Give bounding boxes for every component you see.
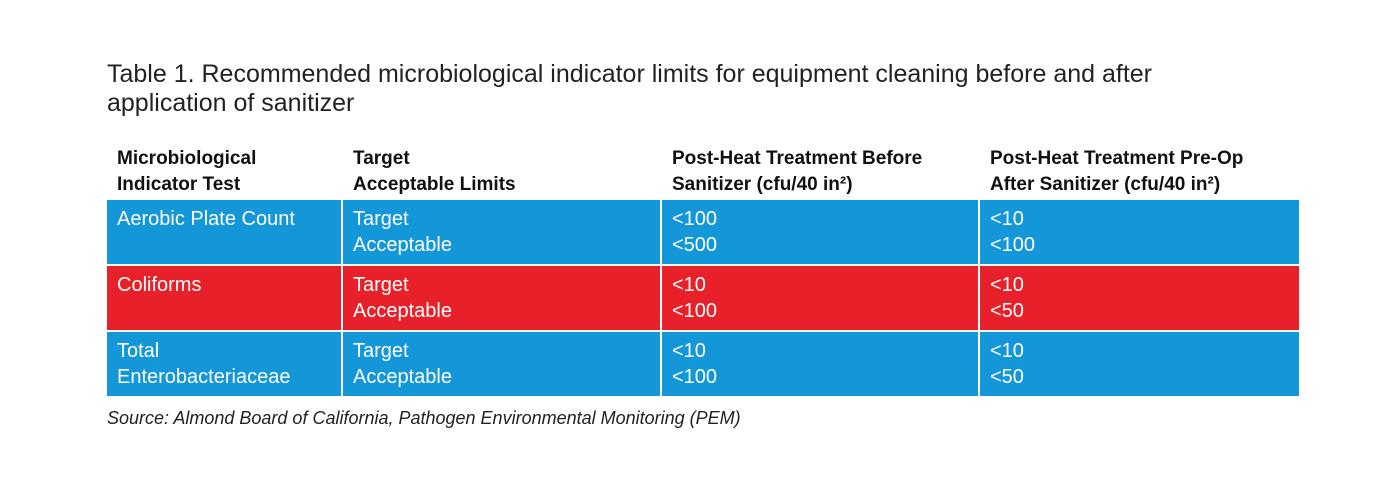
cell-line: <50	[990, 300, 1024, 322]
table-cell: <100 <500	[662, 200, 978, 264]
title-line: application of sanitizer	[107, 89, 355, 117]
cell-line: <100	[672, 366, 718, 388]
header-cell: Microbiological Indicator Test	[107, 140, 341, 200]
cell-line: Aerobic Plate Count	[117, 208, 295, 230]
header-line: Acceptable Limits	[353, 174, 516, 195]
cell-line: Acceptable	[353, 234, 452, 256]
header-cell: Post-Heat Treatment Pre-Op After Sanitize…	[980, 140, 1299, 200]
cell-line: Target	[353, 208, 409, 230]
table-cell: Aerobic Plate Count	[107, 200, 341, 264]
cell-line: <10	[990, 208, 1024, 230]
table-cell: Target Acceptable	[343, 266, 660, 330]
table-cell: Target Acceptable	[343, 200, 660, 264]
source-note: Source: Almond Board of California, Path…	[107, 408, 741, 428]
table-cell: Coliforms	[107, 266, 341, 330]
header-cell: Post-Heat Treatment Before Sanitizer (cfu…	[662, 140, 978, 200]
cell-line: <10	[672, 340, 706, 362]
cell-line: Target	[353, 274, 409, 296]
header-line: Post-Heat Treatment Before	[672, 148, 923, 169]
cell-line: <50	[990, 366, 1024, 388]
cell-line: <10	[990, 274, 1024, 296]
table-cell: <10 <100	[662, 332, 978, 396]
header-line: After Sanitizer (cfu/40 in²)	[990, 174, 1221, 195]
cell-line: Total	[117, 340, 160, 362]
table-title: Table 1. Recommended microbiological ind…	[107, 60, 1152, 118]
table-cell: Total Enterobacteriaceae	[107, 332, 341, 396]
table-cell: <10 <100	[662, 266, 978, 330]
cell-line: <500	[672, 234, 718, 256]
header-cell: Target Acceptable Limits	[343, 140, 660, 200]
title-line: Table 1. Recommended microbiological ind…	[107, 60, 1152, 88]
cell-line: <10	[990, 340, 1024, 362]
header-line: Target	[353, 148, 410, 169]
header-line: Post-Heat Treatment Pre-Op	[990, 148, 1244, 169]
table-cell: <10 <50	[980, 332, 1299, 396]
cell-line: Target	[353, 340, 409, 362]
header-line: Microbiological	[117, 148, 257, 169]
header-line: Sanitizer (cfu/40 in²)	[672, 174, 853, 195]
cell-line: Coliforms	[117, 274, 202, 296]
cell-line: Enterobacteriaceae	[117, 366, 291, 388]
cell-line: <100	[672, 208, 718, 230]
cell-line: <100	[990, 234, 1036, 256]
header-line: Indicator Test	[117, 174, 241, 195]
cell-line: <100	[672, 300, 718, 322]
table-cell: Target Acceptable	[343, 332, 660, 396]
cell-line: <10	[672, 274, 706, 296]
table-cell: <10 <100	[980, 200, 1299, 264]
cell-line: Acceptable	[353, 300, 452, 322]
table-cell: <10 <50	[980, 266, 1299, 330]
cell-line: Acceptable	[353, 366, 452, 388]
